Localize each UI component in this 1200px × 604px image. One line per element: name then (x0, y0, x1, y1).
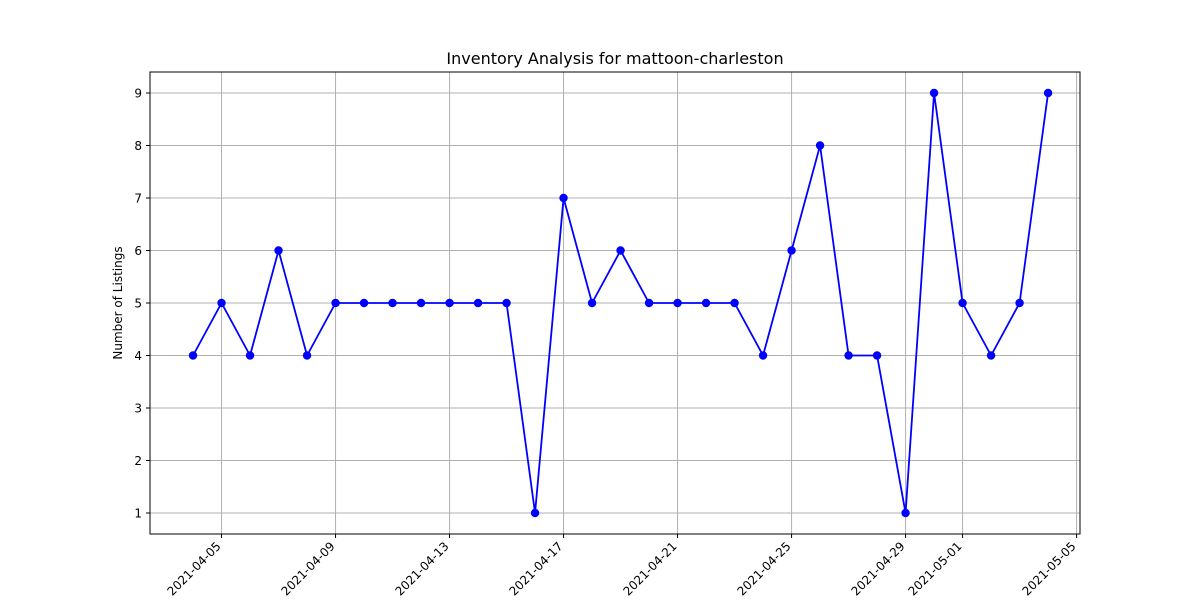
data-point (530, 508, 540, 518)
y-tick-label: 9 (134, 87, 142, 101)
data-point (986, 351, 996, 360)
y-tick-label: 2 (134, 454, 142, 468)
data-point (416, 298, 426, 308)
data-point (730, 298, 739, 308)
data-point (1015, 298, 1024, 308)
data-point (359, 298, 369, 308)
y-tick-label: 3 (134, 402, 142, 416)
y-tick-label: 4 (134, 349, 142, 363)
y-axis: 1 2 3 4 5 6 7 8 9 (134, 87, 150, 521)
data-point (188, 351, 198, 360)
data-point (245, 351, 255, 360)
x-tick-label: 2021-04-29 (848, 539, 907, 598)
data-point (331, 298, 340, 308)
plot-frame (149, 71, 1081, 535)
data-point (502, 298, 511, 308)
data-point (872, 351, 882, 360)
data-point (559, 193, 568, 203)
data-point (302, 351, 312, 360)
data-point (1043, 88, 1053, 98)
data-point (274, 246, 283, 255)
data-point (587, 298, 597, 308)
x-tick-label: 2021-04-25 (734, 539, 793, 598)
x-tick-label: 2021-05-05 (1019, 539, 1078, 598)
x-tick-label: 2021-05-01 (905, 539, 964, 598)
series-group (188, 88, 1053, 518)
x-tick-label: 2021-04-21 (620, 539, 679, 598)
data-point (644, 298, 654, 308)
y-tick-label: 5 (134, 297, 142, 311)
data-point (844, 351, 853, 360)
x-tick-label: 2021-04-17 (506, 539, 565, 598)
x-tick-label: 2021-04-05 (164, 539, 223, 598)
data-point (217, 298, 226, 308)
data-point (958, 298, 967, 308)
data-point (701, 298, 711, 308)
y-tick-label: 6 (134, 244, 142, 258)
data-point (473, 298, 483, 308)
data-point (901, 508, 910, 518)
data-point (673, 298, 682, 308)
x-axis: 2021-04-05 2021-04-09 2021-04-13 2021-04-17… (164, 534, 1079, 598)
x-tick-label: 2021-04-13 (392, 539, 451, 598)
data-point (388, 298, 397, 308)
y-tick-label: 8 (134, 139, 142, 153)
y-tick-label: 7 (134, 192, 142, 206)
x-tick-label: 2021-04-09 (278, 539, 337, 598)
data-point (616, 246, 625, 255)
chart-title: Inventory Analysis for mattoon-charlesto… (446, 49, 783, 68)
data-point (445, 298, 454, 308)
data-point (815, 141, 825, 150)
data-point (787, 246, 796, 255)
data-point (929, 88, 939, 98)
data-point (758, 351, 768, 360)
y-tick-label: 1 (134, 507, 142, 521)
y-axis-label: Number of Listings (111, 246, 125, 359)
